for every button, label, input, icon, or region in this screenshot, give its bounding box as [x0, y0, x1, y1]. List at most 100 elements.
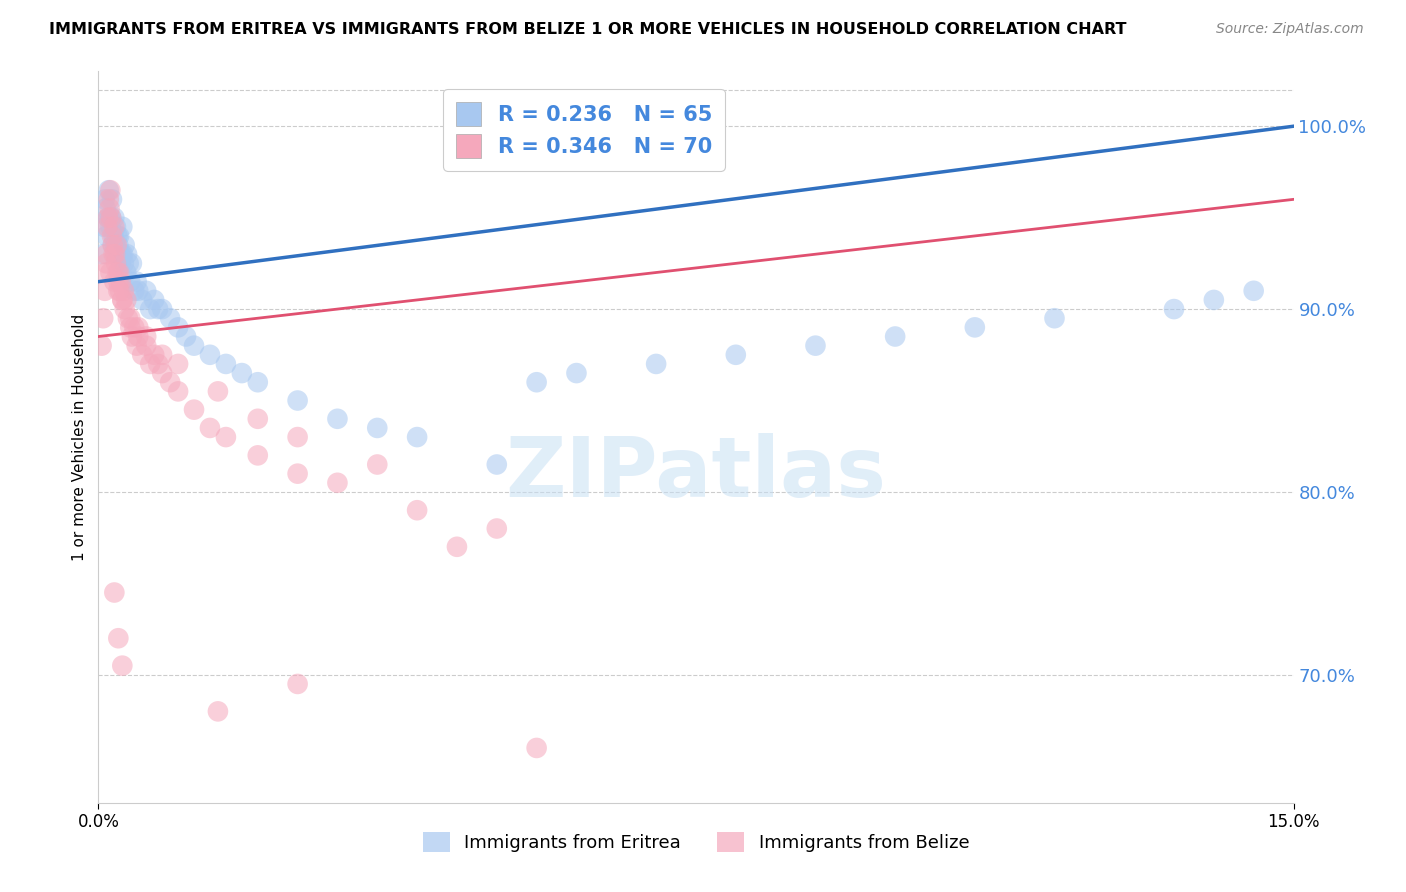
- Point: [94, 266, 117, 280]
- Point: [246, 448, 269, 462]
- Point: [1043, 311, 1066, 326]
- Point: [120, 320, 142, 334]
- Point: [183, 402, 205, 417]
- Point: [117, 311, 139, 326]
- Point: [107, 238, 129, 252]
- Point: [108, 247, 131, 261]
- Point: [112, 247, 135, 261]
- Point: [97, 211, 120, 225]
- Point: [101, 238, 124, 252]
- Point: [115, 247, 138, 261]
- Point: [103, 229, 125, 244]
- Point: [150, 348, 173, 362]
- Point: [1163, 301, 1185, 317]
- Point: [287, 430, 309, 444]
- Point: [94, 193, 117, 207]
- Text: ZIPatlas: ZIPatlas: [506, 434, 886, 514]
- Point: [111, 658, 134, 673]
- Point: [159, 311, 181, 326]
- Point: [526, 740, 548, 755]
- Legend: Immigrants from Eritrea, Immigrants from Belize: Immigrants from Eritrea, Immigrants from…: [416, 824, 976, 860]
- Point: [804, 339, 827, 353]
- Point: [98, 266, 122, 280]
- Point: [110, 247, 132, 261]
- Point: [139, 301, 162, 317]
- Point: [135, 339, 157, 353]
- Point: [111, 293, 134, 307]
- Point: [103, 247, 125, 261]
- Point: [366, 458, 388, 472]
- Point: [124, 320, 146, 334]
- Point: [105, 247, 128, 261]
- Point: [131, 293, 153, 307]
- Point: [101, 238, 124, 252]
- Point: [135, 329, 157, 343]
- Point: [104, 219, 127, 234]
- Point: [406, 503, 429, 517]
- Point: [107, 229, 129, 244]
- Point: [127, 329, 149, 343]
- Point: [104, 247, 127, 261]
- Point: [231, 366, 253, 380]
- Point: [104, 256, 127, 270]
- Point: [287, 393, 309, 408]
- Point: [120, 275, 142, 289]
- Point: [101, 229, 124, 244]
- Text: Source: ZipAtlas.com: Source: ZipAtlas.com: [1216, 22, 1364, 37]
- Point: [143, 348, 166, 362]
- Point: [91, 311, 114, 326]
- Point: [246, 376, 269, 390]
- Point: [107, 275, 129, 289]
- Point: [93, 219, 115, 234]
- Point: [114, 238, 136, 252]
- Point: [105, 238, 128, 252]
- Point: [96, 229, 118, 244]
- Point: [98, 202, 121, 216]
- Point: [406, 430, 429, 444]
- Point: [724, 348, 747, 362]
- Point: [565, 366, 588, 380]
- Point: [174, 329, 197, 343]
- Point: [148, 301, 170, 317]
- Point: [98, 183, 122, 197]
- Point: [100, 211, 122, 225]
- Point: [107, 284, 129, 298]
- Point: [121, 329, 143, 343]
- Point: [107, 266, 129, 280]
- Point: [97, 183, 120, 197]
- Point: [645, 357, 668, 371]
- Point: [121, 256, 143, 270]
- Point: [207, 384, 229, 399]
- Point: [167, 357, 190, 371]
- Point: [98, 211, 121, 225]
- Point: [118, 256, 141, 270]
- Point: [159, 376, 181, 390]
- Point: [96, 247, 118, 261]
- Point: [94, 284, 117, 298]
- Point: [103, 211, 125, 225]
- Point: [150, 301, 173, 317]
- Point: [207, 705, 229, 719]
- Point: [127, 320, 149, 334]
- Point: [108, 284, 131, 298]
- Point: [446, 540, 468, 554]
- Point: [139, 357, 162, 371]
- Point: [1202, 293, 1225, 307]
- Point: [110, 275, 132, 289]
- Point: [150, 366, 173, 380]
- Point: [183, 339, 205, 353]
- Point: [110, 256, 132, 270]
- Point: [115, 293, 138, 307]
- Point: [112, 256, 135, 270]
- Point: [107, 632, 129, 646]
- Point: [120, 311, 142, 326]
- Point: [111, 219, 134, 234]
- Point: [135, 284, 157, 298]
- Point: [1243, 284, 1265, 298]
- Point: [326, 475, 349, 490]
- Point: [287, 467, 309, 481]
- Point: [108, 229, 131, 244]
- Point: [108, 266, 131, 280]
- Point: [97, 211, 120, 225]
- Point: [125, 339, 148, 353]
